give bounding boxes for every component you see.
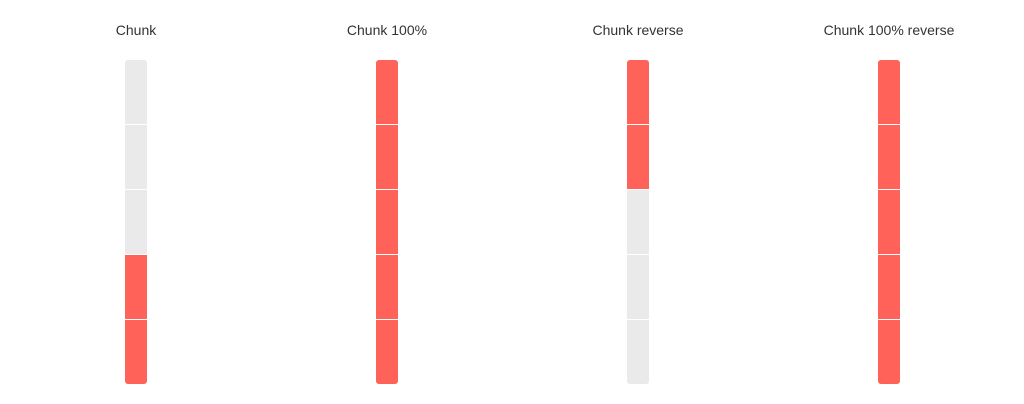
progress-bar-chunk-100-reverse	[878, 60, 900, 384]
progress-chunk-filled	[878, 319, 900, 384]
progress-chunk-filled	[627, 60, 649, 124]
progress-chunk-empty	[125, 60, 147, 124]
progress-chunk-empty	[627, 254, 649, 319]
progress-column-chunk-reverse: Chunk reverse	[538, 0, 738, 404]
progress-chunk-filled	[878, 60, 900, 124]
progress-label: Chunk 100% reverse	[823, 22, 955, 38]
progress-chunk-filled	[878, 254, 900, 319]
progress-label: Chunk	[115, 22, 157, 38]
progress-chunk-filled	[125, 254, 147, 319]
progress-chunk-filled	[376, 254, 398, 319]
progress-label: Chunk reverse	[592, 22, 684, 38]
progress-chunk-filled	[376, 189, 398, 254]
progress-chunk-filled	[376, 319, 398, 384]
progress-chunk-empty	[627, 319, 649, 384]
progress-column-chunk-100-reverse: Chunk 100% reverse	[789, 0, 989, 404]
progress-chunk-filled	[376, 124, 398, 189]
progress-chunk-filled	[627, 124, 649, 189]
progress-chunk-filled	[376, 60, 398, 124]
progress-chunk-filled	[125, 319, 147, 384]
progress-bar-chunk-reverse	[627, 60, 649, 384]
progress-bar-chunk	[125, 60, 147, 384]
progress-chunk-empty	[627, 189, 649, 254]
progress-bar-chunk-100	[376, 60, 398, 384]
progress-chunk-filled	[878, 124, 900, 189]
progress-chunk-empty	[125, 124, 147, 189]
progress-chunk-filled	[878, 189, 900, 254]
progress-label: Chunk 100%	[346, 22, 428, 38]
progress-column-chunk: Chunk	[36, 0, 236, 404]
progress-chunk-empty	[125, 189, 147, 254]
progress-column-chunk-100: Chunk 100%	[287, 0, 487, 404]
